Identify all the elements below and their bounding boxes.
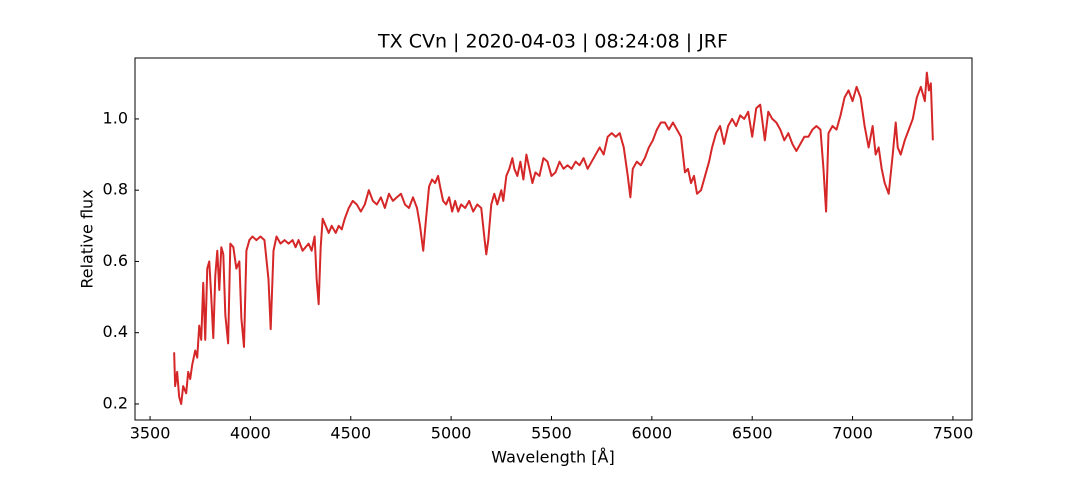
x-tick-label: 4500 bbox=[330, 424, 371, 443]
chart-title: TX CVn | 2020-04-03 | 08:24:08 | JRF bbox=[377, 31, 728, 53]
y-tick-label: 1.0 bbox=[103, 108, 128, 127]
x-tick-label: 7500 bbox=[933, 424, 974, 443]
x-tick-label: 7000 bbox=[832, 424, 873, 443]
spectrum-line bbox=[173, 71, 934, 405]
y-tick-label: 0.6 bbox=[103, 251, 128, 270]
x-axis-label: Wavelength [Å] bbox=[491, 448, 614, 467]
x-tick-label: 5000 bbox=[431, 424, 472, 443]
y-axis-label: Relative flux bbox=[78, 189, 97, 288]
y-tick-label: 0.2 bbox=[103, 393, 128, 412]
y-tick-label: 0.4 bbox=[103, 322, 128, 341]
plot-frame bbox=[134, 57, 973, 421]
x-tick-label: 4000 bbox=[230, 424, 271, 443]
x-tick-label: 3500 bbox=[130, 424, 171, 443]
y-tick-label: 0.8 bbox=[103, 180, 128, 199]
x-tick-label: 6000 bbox=[631, 424, 672, 443]
x-tick-label: 5500 bbox=[531, 424, 572, 443]
x-tick-label: 6500 bbox=[732, 424, 773, 443]
